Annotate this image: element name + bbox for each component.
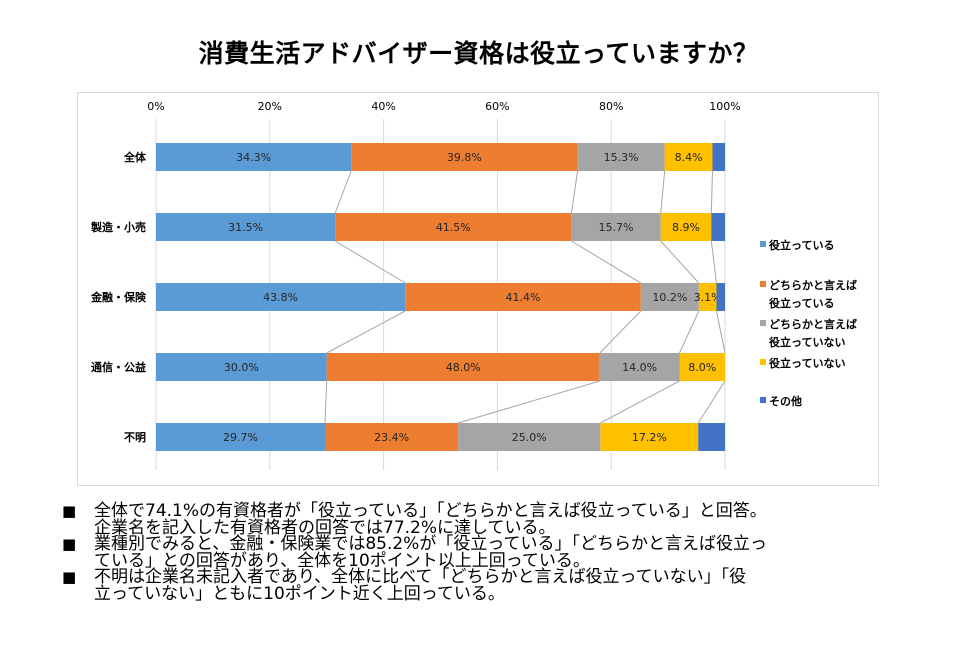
series-line	[334, 240, 406, 284]
bullet-icon: ■	[62, 568, 77, 586]
data-label: 8.4%	[675, 151, 703, 164]
series-line	[599, 310, 642, 354]
bar-segment	[640, 283, 699, 311]
series-line	[710, 170, 713, 214]
bar-segment	[712, 143, 725, 171]
bar-segment	[571, 213, 661, 241]
x-tick-label: 0%	[147, 100, 164, 113]
series-line	[660, 170, 666, 214]
bar-segment	[156, 353, 327, 381]
legend-label: その他	[769, 394, 802, 408]
bar-segment	[156, 213, 336, 241]
note-item: ■ 不明は企業名未記入者であり、全体に比べて「どちらかと言えば役立っていない」「役…	[62, 569, 922, 602]
series-line	[679, 310, 700, 354]
category-label: 製造・小売	[90, 220, 146, 234]
bar-segment	[156, 143, 352, 171]
data-label: 29.7%	[223, 431, 258, 444]
data-label: 14.0%	[622, 361, 657, 374]
data-label: 8.9%	[672, 221, 700, 234]
bar-segment	[156, 423, 325, 451]
chart-area	[77, 92, 879, 486]
legend-label: 役立っている	[768, 296, 834, 310]
x-tick-label: 100%	[709, 100, 740, 113]
bullet-icon: ■	[62, 502, 77, 520]
legend-swatch	[760, 397, 766, 403]
bar-segment	[716, 283, 725, 311]
series-line	[660, 240, 700, 284]
bar-segment	[698, 283, 717, 311]
bar-segment	[600, 423, 699, 451]
series-line	[715, 310, 726, 354]
data-label: 30.0%	[224, 361, 259, 374]
bar-segment	[664, 143, 713, 171]
bar-segment	[698, 423, 725, 451]
data-label: 25.0%	[512, 431, 547, 444]
data-label: 31.5%	[228, 221, 263, 234]
bar-segment	[660, 213, 712, 241]
notes-list: ■ 全体で74.1%の有資格者が「役立っている」「どちらかと言えば役立っている」と…	[62, 503, 922, 602]
data-label: 48.0%	[446, 361, 481, 374]
bar-segment	[324, 423, 459, 451]
series-line	[571, 240, 642, 284]
bar-segment	[599, 353, 680, 381]
series-line	[334, 170, 352, 214]
category-label: 全体	[123, 150, 147, 164]
x-tick-label: 40%	[371, 100, 395, 113]
data-label: 41.4%	[506, 291, 541, 304]
series-line	[697, 380, 726, 424]
note-line: 全体で74.1%の有資格者が「役立っている」「どちらかと言えば役立っている」と回…	[94, 501, 767, 521]
data-label: 34.3%	[236, 151, 271, 164]
category-label: 不明	[124, 431, 146, 444]
bar-segment	[351, 143, 578, 171]
bar-segment	[405, 283, 641, 311]
data-label: 10.2%	[652, 291, 687, 304]
legend-swatch	[760, 320, 766, 326]
bar-segment	[156, 283, 406, 311]
bullet-icon: ■	[62, 535, 77, 553]
category-label: 通信・公益	[91, 360, 146, 374]
data-label: 15.3%	[604, 151, 639, 164]
category-label: 金融・保険	[90, 290, 147, 304]
data-label: 8.0%	[688, 361, 716, 374]
x-tick-label: 60%	[485, 100, 509, 113]
legend-label: 役立っていない	[768, 335, 845, 349]
x-tick-label: 20%	[258, 100, 282, 113]
x-tick-label: 80%	[599, 100, 623, 113]
legend-label: どちらかと言えば	[769, 317, 857, 331]
note-item: ■ 全体で74.1%の有資格者が「役立っている」「どちらかと言えば役立っている」と…	[62, 503, 922, 536]
legend-swatch	[760, 281, 766, 287]
legend-swatch	[760, 359, 766, 365]
data-label: 43.8%	[263, 291, 298, 304]
note-line: 不明は企業名未記入者であり、全体に比べて「どちらかと言えば役立っていない」「役	[94, 567, 747, 587]
data-label: 39.8%	[447, 151, 482, 164]
legend-label: どちらかと言えば	[769, 278, 857, 292]
bar-segment	[326, 353, 600, 381]
note-line: ている」との回答があり、全体を10ポイント以上上回っている。	[94, 550, 590, 571]
series-line	[326, 310, 406, 354]
bar-segment	[577, 143, 665, 171]
note-item: ■ 業種別でみると、金融・保険業では85.2%が「役立っている」「どちらかと言えば…	[62, 536, 922, 569]
bar-segment	[711, 213, 725, 241]
series-line	[457, 380, 600, 424]
note-line: 業種別でみると、金融・保険業では85.2%が「役立っている」「どちらかと言えば役…	[94, 534, 767, 554]
legend-swatch	[760, 241, 766, 247]
chart-title: 消費生活アドバイザー資格は役立っていますか？	[198, 39, 759, 68]
note-line: 立っていない」ともに10ポイント近く上回っている。	[94, 583, 505, 604]
data-label: 3.1%	[694, 291, 722, 304]
series-line	[600, 380, 680, 424]
note-line: 企業名を記入した有資格者の回答では77.2%に達している。	[94, 517, 556, 538]
legend-label: 役立っている	[768, 238, 834, 252]
data-label: 15.7%	[599, 221, 634, 234]
legend-label: 役立っていない	[768, 356, 845, 370]
series-line	[570, 170, 579, 214]
data-label: 17.2%	[632, 431, 667, 444]
data-label: 23.4%	[374, 431, 409, 444]
bar-segment	[458, 423, 601, 451]
series-line	[710, 240, 717, 284]
series-line	[324, 380, 328, 424]
data-label: 41.5%	[436, 221, 471, 234]
bar-segment	[335, 213, 572, 241]
bar-segment	[679, 353, 725, 381]
